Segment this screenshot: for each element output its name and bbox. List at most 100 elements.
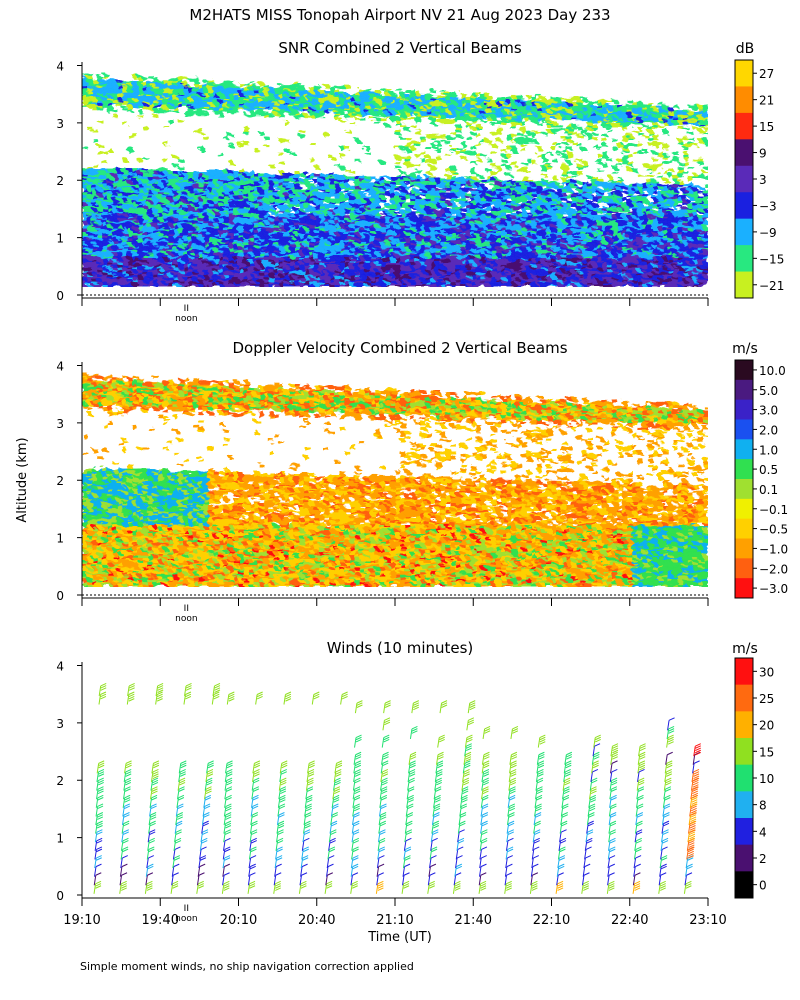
heatmap-cell [218,173,224,177]
heatmap-cell [299,94,305,99]
heatmap-cell [460,198,467,202]
heatmap-cell [177,276,184,280]
heatmap-cell [238,97,245,101]
heatmap-cell [167,185,174,189]
heatmap-cell [490,232,497,236]
heatmap-cell [228,274,235,278]
heatmap-cell [465,97,472,101]
heatmap-cell [485,104,492,108]
heatmap-cell [420,252,426,256]
heatmap-cell [263,256,270,260]
heatmap-cell [92,237,98,241]
heatmap-cell [395,202,401,206]
heatmap-cell [142,252,149,256]
heatmap-cell [389,114,396,118]
heatmap-cell [223,256,230,260]
heatmap-cell [465,215,472,219]
heatmap-cell [440,254,447,258]
heatmap-cell [501,198,507,202]
heatmap-cell [112,259,118,263]
heatmap-cell [455,124,462,128]
heatmap-cell [137,256,144,260]
heatmap-cell [450,227,457,231]
heatmap-cell [334,225,341,229]
heatmap-cell [203,171,209,175]
heatmap-cell [92,205,98,209]
heatmap-cell [167,276,174,280]
heatmap-cell [324,104,330,108]
heatmap-cell [172,256,179,260]
heatmap-cell [112,232,118,236]
heatmap-cell [213,234,219,238]
heatmap-cell [470,97,477,101]
heatmap-cell [167,227,174,231]
heatmap-cell [430,217,436,221]
heatmap-cell [425,102,431,106]
heatmap-cell [334,281,341,285]
heatmap-cell [243,195,250,199]
heatmap-cell [364,207,371,211]
heatmap-cell [112,85,118,89]
heatmap-cell [203,94,209,99]
heatmap-cell [283,195,290,199]
heatmap-cell [435,180,442,184]
heatmap-cell [228,259,235,263]
heatmap-cell [480,198,487,202]
heatmap-cell [485,217,492,221]
heatmap-cell [359,207,366,211]
heatmap-cell [152,180,159,184]
heatmap-cell [354,198,361,202]
heatmap-cell [319,249,325,253]
heatmap-cell [198,188,204,192]
heatmap-cell [188,232,194,236]
heatmap-cell [193,269,199,273]
heatmap-cell [309,173,315,177]
heatmap-cell [324,234,330,238]
heatmap-cell [495,112,502,116]
heatmap-cell [188,85,194,89]
heatmap-cell [329,225,336,229]
heatmap-cell [127,212,134,216]
heatmap-cell [152,82,159,86]
heatmap-cell [253,237,260,241]
heatmap-cell [405,261,411,265]
heatmap-cell [309,244,315,248]
heatmap-cell [410,234,416,238]
heatmap-cell [374,281,381,285]
heatmap-cell [410,254,416,258]
heatmap-cell [400,225,406,229]
heatmap-cell [395,175,401,179]
heatmap-cell [435,107,442,111]
heatmap-cell [97,276,103,280]
heatmap-cell [319,239,325,243]
heatmap-cell [208,269,214,273]
heatmap-cell [294,190,300,194]
heatmap-cell [117,190,123,194]
heatmap-cell [374,259,381,263]
heatmap-cell [304,195,310,199]
heatmap-cell [253,279,260,283]
heatmap-cell [117,94,123,99]
heatmap-cell [405,156,411,160]
heatmap-cell [198,279,204,283]
heatmap-cell [112,92,118,96]
heatmap-cell [329,212,336,216]
heatmap-cell [364,94,371,99]
heatmap-cell [203,281,209,285]
heatmap-cell [228,102,235,106]
heatmap-cell [198,283,204,287]
heatmap-cell [405,215,411,219]
heatmap-cell [410,117,416,121]
heatmap-cell [233,92,240,96]
heatmap-cell [359,274,366,278]
heatmap-cell [167,266,174,270]
heatmap-cell [400,237,406,241]
heatmap-cell [167,90,174,94]
heatmap-cell [188,239,194,243]
heatmap-cell [167,94,174,99]
heatmap-cell [273,200,280,204]
heatmap-cell [415,229,421,233]
heatmap-cell [405,180,411,184]
heatmap-cell [172,77,179,81]
heatmap-cell [193,252,199,256]
